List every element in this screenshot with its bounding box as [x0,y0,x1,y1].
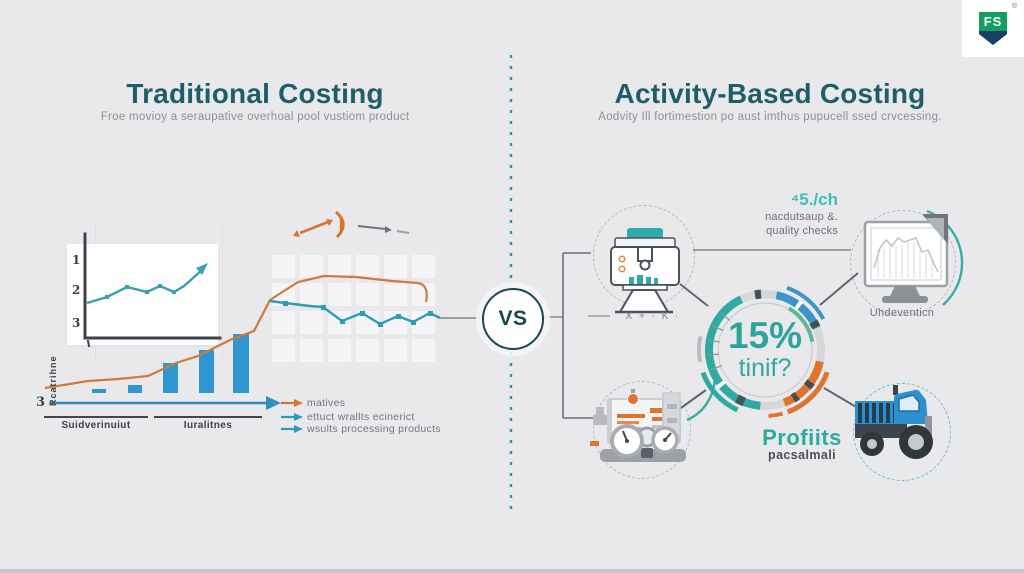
legend-label-3: wsults processing products [307,423,441,435]
monitor-icon [863,214,949,303]
legend-label-2: ettuct wrallts ecinerict [307,411,415,423]
y-tick-3: 3 [72,316,81,330]
machine-icon [610,228,680,314]
y-tick-2: 2 [72,283,81,297]
bottom-strip [0,569,1024,573]
left-subtitle: Froe movioy a seraupative overhoal pool … [100,111,410,123]
cost-note-value: ⁴5./ch [790,190,838,209]
orange-cost-line [44,274,428,390]
cost-note-line2: quality checks [766,225,838,237]
gray-arrow [357,225,410,234]
gauges-circle [593,381,691,479]
bar [92,389,106,393]
vs-label: VS [498,307,528,330]
axis-arrow-label: 3 [36,395,46,410]
logo-monogram: FS [983,14,1003,29]
logo-shield-icon [979,12,1007,45]
machine-note: X + · K · [625,311,681,322]
faint-gridline [222,222,223,362]
bar [233,334,249,393]
right-title: Activity-Based Costing [614,78,926,109]
mini-chart-axes [83,232,222,348]
right-bracket [562,252,594,419]
brand-logo: FS ® [962,0,1024,57]
donut-label: tinif? [738,354,792,382]
bar [199,350,214,393]
group-label-1: Suidverinuiut [61,420,131,431]
truck-circle [853,383,951,481]
mini-chart-panel [67,244,218,345]
legend-arrows [281,399,303,433]
donut-value: 15% [727,315,803,356]
cost-note-line1: nacdutsaup &. [765,211,838,223]
baseline-arrow [50,396,281,410]
orange-arrows [293,210,345,239]
bar [163,363,178,393]
donut-connectors [677,272,859,411]
gauges-machine-icon [590,389,686,462]
registered-mark: ® [1011,3,1017,10]
legend-label-1: matives [307,397,346,409]
left-title: Traditional Costing [126,78,384,109]
y-axis-label: Rcatrihne [48,355,58,406]
teal-results-line [269,299,441,327]
profit-subtitle: pacsalmali [768,448,836,462]
y-tick-1: 1 [72,253,81,267]
mini-chart-line [86,263,208,305]
vs-badge: VS [482,288,544,350]
monitor-circle [850,210,956,316]
profit-title: Profiits [762,425,842,450]
donut-chart [696,281,834,419]
truck-icon [855,385,933,459]
waffle-grid [272,252,435,362]
group-label-2: Iuralitnes [183,420,233,431]
bar [128,385,142,393]
right-subtitle: Aodvity Ill fortimestion po aust imthus … [598,111,942,123]
monitor-label: Uhdeventicn [869,307,935,319]
